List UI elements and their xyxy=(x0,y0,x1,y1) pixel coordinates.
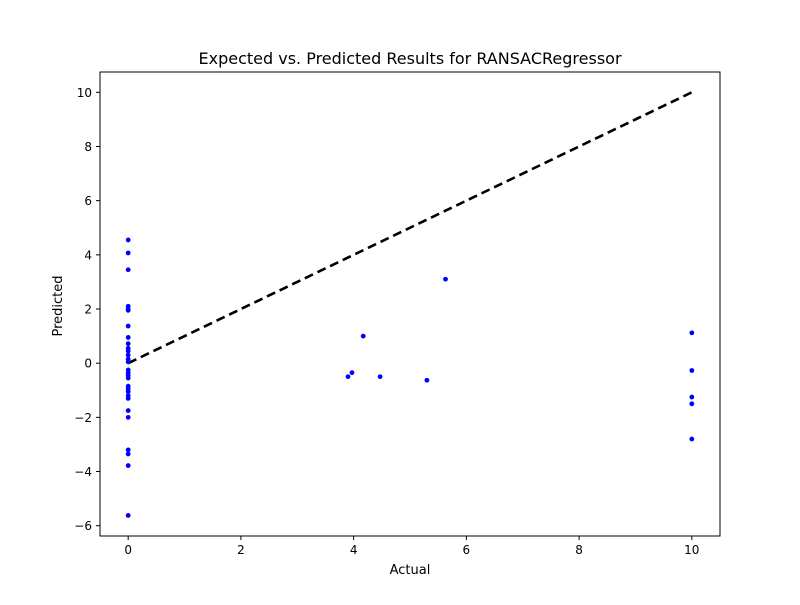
data-point xyxy=(125,414,131,420)
y-tick-label: −4 xyxy=(74,465,92,479)
x-tick-label: 4 xyxy=(350,543,358,557)
data-point xyxy=(360,333,366,339)
data-point xyxy=(689,401,695,407)
plot-area xyxy=(125,91,695,518)
y-tick-label: −6 xyxy=(74,519,92,533)
data-point xyxy=(125,348,131,354)
data-point xyxy=(125,352,131,358)
data-point xyxy=(377,374,383,380)
x-axis-label: Actual xyxy=(390,563,431,578)
y-tick-label: 2 xyxy=(84,303,92,317)
reference-line xyxy=(127,91,693,365)
data-point xyxy=(689,394,695,400)
data-point xyxy=(424,377,430,383)
x-tick-label: 0 xyxy=(124,543,132,557)
data-point xyxy=(125,267,131,273)
plot-frame xyxy=(99,71,721,537)
y-tick-label: 8 xyxy=(84,140,92,154)
data-point xyxy=(689,330,695,336)
y-axis-label: Predicted xyxy=(51,275,66,336)
data-point xyxy=(349,370,355,376)
data-point xyxy=(689,436,695,442)
data-point xyxy=(689,368,695,373)
data-point xyxy=(443,276,448,282)
data-point xyxy=(125,513,131,518)
data-point xyxy=(125,359,131,365)
data-point xyxy=(125,341,131,347)
data-point xyxy=(125,389,131,395)
y-tick-label: 10 xyxy=(77,86,92,100)
x-tick-label: 8 xyxy=(575,543,583,557)
data-point xyxy=(125,395,131,401)
data-point xyxy=(125,408,131,413)
data-point xyxy=(125,451,131,457)
x-tick-label: 6 xyxy=(463,543,471,557)
x-tick-label: 10 xyxy=(684,543,699,557)
y-tick-label: −2 xyxy=(74,411,92,425)
y-tick-label: 4 xyxy=(84,248,92,262)
data-point xyxy=(125,307,131,313)
data-point xyxy=(125,447,131,453)
x-tick-label: 2 xyxy=(237,543,245,557)
data-point xyxy=(125,463,131,468)
data-point xyxy=(125,375,131,381)
data-point xyxy=(125,237,131,243)
chart-title: Expected vs. Predicted Results for RANSA… xyxy=(198,49,621,68)
data-point xyxy=(125,250,131,256)
data-point xyxy=(125,323,131,329)
data-point xyxy=(125,335,131,340)
data-point xyxy=(345,374,351,380)
y-tick-label: 0 xyxy=(84,357,92,371)
y-tick-label: 6 xyxy=(84,194,92,208)
